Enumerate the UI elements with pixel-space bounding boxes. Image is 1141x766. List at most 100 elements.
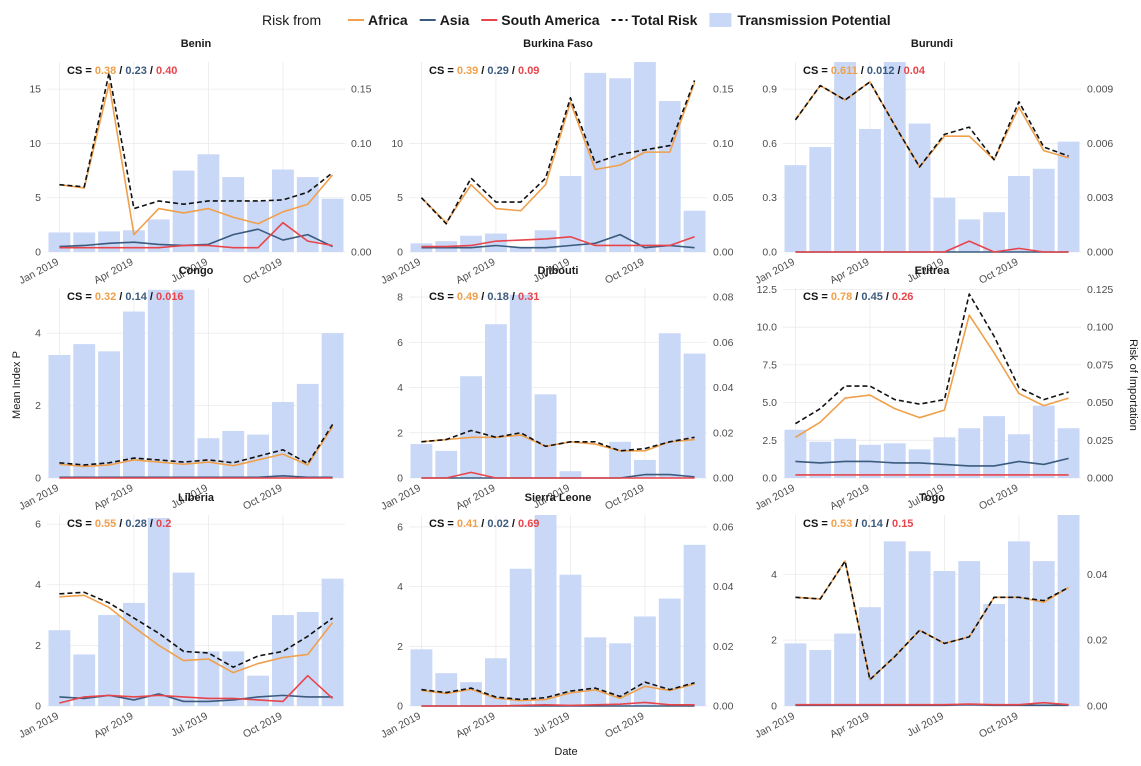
right-tick-label: 0.000 (1087, 247, 1113, 259)
left-tick-label: 0 (397, 701, 403, 713)
bar-transmission-potential (883, 62, 906, 252)
bar-transmission-potential (834, 62, 857, 252)
right-tick-label: 0.05 (351, 192, 372, 204)
left-tick-label: 6 (35, 519, 41, 531)
series-line-total-risk (421, 681, 695, 701)
bar-transmission-potential (1032, 405, 1055, 478)
cs-africa: 0.78 (831, 291, 852, 303)
bar-transmission-potential (534, 515, 557, 706)
cs-africa: 0.55 (95, 518, 116, 530)
cs-south-america: 0.016 (156, 291, 184, 303)
bar-transmission-potential (435, 673, 458, 706)
x-tick-label: Jan 2019 (753, 482, 797, 513)
bar-transmission-potential (809, 441, 832, 478)
bars (48, 289, 344, 478)
series-line-africa (59, 426, 334, 468)
cs-prefix: CS = (429, 65, 457, 77)
bars (48, 518, 344, 706)
panel-benin: Benin CS = 0.38 / 0.23 / 0.40 0 5 10 15 0.00 0.… (17, 38, 372, 287)
x-tick-label: Jul 2019 (169, 710, 210, 739)
left-tick-label: 7.5 (762, 359, 777, 371)
panel-eritrea: Eritrea CS = 0.78 / 0.45 / 0.26 0.0 2.5 5.0 7… (753, 265, 1113, 513)
cs-sep: / (509, 291, 518, 303)
bar-transmission-potential (147, 289, 170, 478)
bars (410, 294, 706, 478)
bar-transmission-potential (633, 459, 656, 478)
x-tick-label: Jan 2019 (379, 256, 423, 287)
bar-transmission-potential (48, 354, 71, 478)
bar-transmission-potential (633, 616, 656, 706)
bar-transmission-potential (809, 650, 832, 706)
bar-transmission-potential (247, 200, 270, 252)
left-tick-label: 5 (35, 192, 41, 204)
right-tick-label: 0.00 (351, 247, 372, 259)
legend-item-africa: Africa (348, 12, 408, 28)
bar-transmission-potential (509, 294, 532, 478)
bar-transmission-potential (98, 615, 121, 706)
cs-annotation: CS = 0.32 / 0.14 / 0.016 (67, 291, 184, 303)
bar-transmission-potential (509, 247, 532, 252)
left-tick-label: 2 (397, 641, 403, 653)
cs-africa: 0.32 (95, 291, 116, 303)
x-tick-label: Oct 2019 (977, 256, 1020, 287)
cs-south-america: 0.09 (518, 65, 539, 77)
cs-prefix: CS = (67, 65, 95, 77)
bar-transmission-potential (271, 402, 294, 478)
bar-transmission-potential (73, 232, 96, 252)
panel-sierra-leone: Sierra Leone CS = 0.41 / 0.02 / 0.69 0 2 4 6 0… (379, 492, 734, 741)
left-tick-label: 6 (397, 521, 403, 533)
left-tick-label: 0.0 (762, 473, 777, 485)
bar-transmission-potential (559, 471, 582, 478)
cs-sep: / (116, 291, 125, 303)
cs-annotation: CS = 0.611 / 0.012 / 0.04 (803, 65, 926, 77)
bar-transmission-potential (222, 430, 245, 478)
x-tick-label: Jan 2019 (379, 482, 423, 513)
bar-transmission-potential (509, 568, 532, 706)
x-tick-label: Oct 2019 (603, 256, 646, 287)
bar-transmission-potential (1007, 176, 1030, 252)
cs-africa: 0.53 (831, 518, 852, 530)
cs-africa: 0.49 (457, 291, 478, 303)
left-tick-label: 0.6 (762, 138, 777, 150)
bar-transmission-potential (321, 333, 344, 478)
cs-sep: / (894, 65, 903, 77)
right-tick-label: 0.075 (1087, 359, 1113, 371)
bar-transmission-potential (410, 649, 433, 706)
panel-title: Congo (179, 265, 214, 277)
bar-transmission-potential (633, 62, 656, 252)
bar-transmission-potential (296, 612, 319, 706)
cs-annotation: CS = 0.53 / 0.14 / 0.15 (803, 518, 913, 530)
right-tick-label: 0.125 (1087, 284, 1113, 296)
left-tick-label: 12.5 (757, 284, 778, 296)
bar-transmission-potential (122, 230, 145, 252)
panel-title: Sierra Leone (525, 492, 592, 504)
cs-prefix: CS = (803, 65, 831, 77)
cs-asia: 0.45 (861, 291, 882, 303)
cs-annotation: CS = 0.55 / 0.28 / 0.2 (67, 518, 171, 530)
cs-asia: 0.29 (487, 65, 508, 77)
left-tick-label: 8 (397, 292, 403, 304)
series-line-south-america (421, 471, 695, 479)
x-axis-label: Date (554, 746, 577, 758)
bar-transmission-potential (784, 165, 807, 252)
cs-sep: / (147, 518, 156, 530)
left-tick-label: 10 (391, 138, 403, 150)
left-tick-label: 5.0 (762, 397, 777, 409)
right-tick-label: 0.05 (713, 192, 734, 204)
cs-sep: / (858, 65, 867, 77)
cs-south-america: 0.2 (156, 518, 171, 530)
x-tick-label: Oct 2019 (603, 482, 646, 513)
legend-label: Africa (368, 12, 408, 28)
bar-transmission-potential (534, 394, 557, 478)
left-tick-label: 4 (35, 579, 41, 591)
right-tick-label: 0.00 (713, 473, 734, 485)
x-tick-label: Jul 2019 (531, 710, 572, 739)
left-tick-label: 4 (771, 569, 777, 581)
bar-transmission-potential (1007, 434, 1030, 478)
left-tick-label: 2 (397, 427, 403, 439)
bar-transmission-potential (958, 219, 981, 252)
x-tick-label: Jul 2019 (905, 710, 946, 739)
bar-transmission-potential (147, 518, 170, 706)
